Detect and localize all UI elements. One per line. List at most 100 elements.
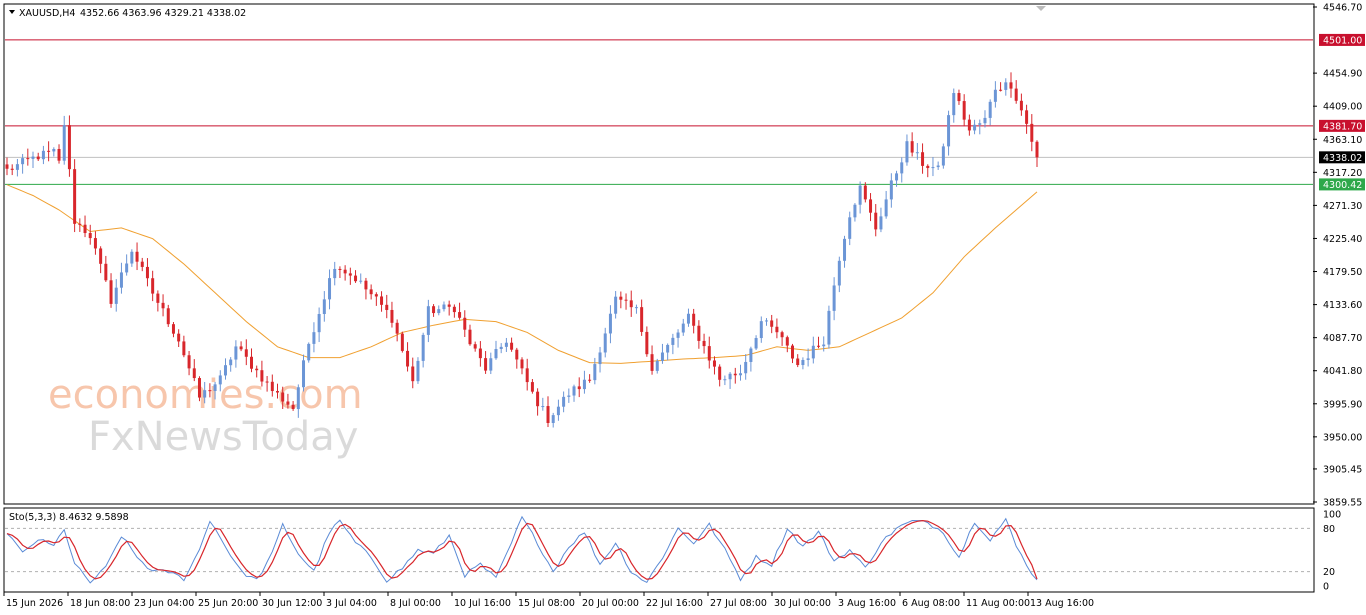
bull-candle: [822, 344, 826, 347]
bear-candle: [874, 212, 878, 230]
bull-candle: [895, 173, 899, 181]
bear-candle: [967, 119, 971, 131]
bull-candle: [660, 352, 664, 361]
candles: [5, 72, 1039, 428]
bull-candle: [572, 386, 576, 396]
time-axis: 15 Jun 2026 18 Jun 08:00 23 Jun 04:00 25 Ju…: [3, 592, 1094, 609]
ohlc-readout: 4352.66 4363.96 4329.21 4338.02: [80, 8, 246, 19]
bear-candle: [93, 238, 97, 249]
price-pane[interactable]: [3, 3, 1315, 505]
bull-candle: [130, 251, 134, 264]
bull-candle: [827, 310, 831, 345]
bull-candle: [333, 268, 337, 279]
bear-candle: [702, 340, 706, 347]
time-axis-label: 30 Jul 00:00: [774, 598, 831, 609]
bull-candle: [21, 158, 25, 165]
bear-candle: [281, 392, 285, 402]
bear-candle: [369, 289, 373, 295]
bull-candle: [317, 314, 321, 333]
bear-candle: [463, 317, 467, 330]
watermark-line2: FxNewsToday: [88, 414, 358, 460]
bull-candle: [296, 387, 300, 410]
bear-candle: [390, 309, 394, 323]
bear-candle: [47, 150, 51, 152]
bear-candle: [712, 360, 716, 367]
bear-candle: [411, 366, 415, 382]
bear-candle: [151, 278, 155, 294]
bear-candle: [156, 293, 160, 303]
price-axis-label: 4546.70: [1323, 3, 1362, 14]
price-axis-label: 3859.55: [1323, 498, 1362, 509]
time-axis-label: 6 Aug 08:00: [902, 598, 960, 609]
bull-candle: [676, 332, 680, 338]
level-tag-bg: [1319, 119, 1365, 132]
bull-candle: [941, 146, 945, 166]
bear-candle: [473, 344, 477, 349]
watermark: economies.com FxNewsToday: [48, 372, 363, 460]
bear-candle: [171, 324, 175, 334]
bear-candle: [770, 320, 774, 327]
bear-candle: [536, 391, 540, 407]
bear-candle: [255, 368, 259, 371]
bear-candle: [5, 164, 9, 169]
bear-candle: [1025, 110, 1029, 124]
bull-candle: [489, 358, 493, 371]
level-tag-label: 4300.42: [1323, 180, 1362, 191]
level-tag-label: 4501.00: [1323, 35, 1362, 46]
level-tag-bg: [1319, 151, 1365, 164]
bear-candle: [286, 401, 290, 405]
price-axis-label: 3950.00: [1323, 432, 1362, 443]
bull-candle: [119, 272, 123, 288]
bull-candle: [426, 306, 430, 335]
bull-candle: [582, 379, 586, 390]
dropdown-triangle-icon[interactable]: [9, 10, 15, 14]
bear-candle: [270, 381, 274, 392]
bull-candle: [437, 309, 441, 314]
oscillator-axis-label: 0: [1323, 582, 1329, 593]
bull-candle: [442, 304, 446, 310]
time-axis-label: 13 Aug 16:00: [1030, 598, 1094, 609]
bull-candle: [728, 373, 732, 380]
bear-candle: [135, 251, 139, 262]
price-axis-label: 4087.70: [1323, 333, 1362, 344]
bull-candle: [218, 375, 222, 385]
bull-candle: [978, 123, 982, 125]
bear-candle: [338, 268, 342, 270]
bear-candle: [291, 404, 295, 410]
price-axis-label: 4363.10: [1323, 135, 1362, 146]
chart-shift-marker-icon[interactable]: [1036, 6, 1046, 11]
bull-candle: [993, 89, 997, 102]
bear-candle: [73, 169, 77, 224]
bear-candle: [530, 382, 534, 392]
price-axis-label: 4179.50: [1323, 267, 1362, 278]
bear-candle: [510, 342, 514, 350]
bear-candle: [645, 331, 649, 355]
bear-candle: [1030, 123, 1034, 142]
oscillator-pane[interactable]: [3, 507, 1315, 593]
bull-candle: [983, 117, 987, 124]
bear-candle: [1035, 141, 1039, 158]
bear-candle: [921, 152, 925, 166]
bull-candle: [681, 323, 685, 333]
bull-candle: [634, 307, 638, 309]
bull-candle: [952, 93, 956, 116]
bear-candle: [817, 345, 821, 347]
bear-candle: [244, 349, 248, 357]
bear-candle: [26, 158, 30, 160]
bear-candle: [525, 368, 529, 383]
time-axis-label: 25 Jun 20:00: [198, 598, 258, 609]
bull-candle: [879, 216, 883, 230]
bull-candle: [858, 185, 862, 205]
bull-candle: [229, 359, 233, 366]
bear-candle: [697, 325, 701, 341]
bull-candle: [900, 162, 904, 174]
bull-candle: [973, 124, 977, 131]
bear-candle: [478, 348, 482, 359]
symbol-label: XAUUSD,H4: [19, 8, 75, 19]
bull-candle: [671, 337, 675, 345]
bull-candle: [307, 343, 311, 361]
time-axis-label: 15 Jul 08:00: [518, 598, 575, 609]
bear-candle: [88, 233, 92, 239]
bull-candle: [759, 321, 763, 339]
